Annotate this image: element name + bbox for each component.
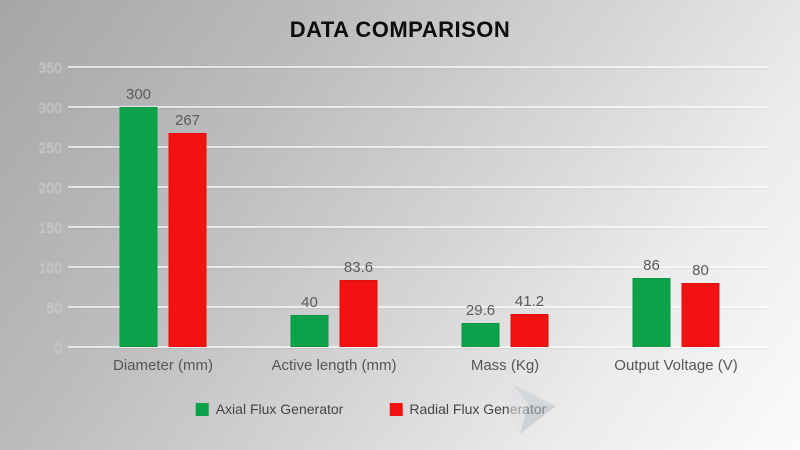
- bar-value-label: 29.6: [465, 302, 496, 320]
- bar: [168, 133, 207, 347]
- category-label: Mass (Kg): [470, 357, 540, 374]
- gridline: [68, 66, 768, 68]
- gridline: [68, 346, 768, 348]
- bar: [290, 315, 329, 347]
- bar-value-label: 267: [174, 112, 201, 130]
- y-axis: 0 50 100 150 200 250 300 350: [0, 59, 62, 355]
- gridline: [68, 226, 768, 228]
- y-tick-label: 150: [38, 219, 62, 235]
- gridline: [68, 186, 768, 188]
- y-tick-label: 50: [46, 299, 62, 315]
- y-tick-label: 100: [38, 259, 62, 275]
- bar-value-label: 40: [301, 294, 318, 311]
- bar-group: 40 83.6: [290, 259, 378, 347]
- bar: [461, 323, 500, 347]
- chart-title: DATA COMPARISON: [289, 17, 511, 42]
- bar-wrapper: 83.6: [339, 259, 378, 347]
- y-tick-label: 0: [54, 339, 62, 355]
- y-tick-label: 300: [38, 99, 62, 115]
- legend-label-radial: Radial Flux Generator: [409, 401, 547, 417]
- bar: [119, 107, 158, 347]
- bar-value-label: 300: [125, 86, 152, 103]
- legend-item-axial: Axial Flux Generator: [195, 401, 344, 417]
- bar-wrapper: 86: [632, 257, 671, 347]
- bar: [510, 314, 549, 347]
- legend-label-axial: Axial Flux Generator: [215, 401, 344, 417]
- bar-group: 29.6 41.2: [461, 293, 549, 347]
- bar: [339, 280, 378, 347]
- category-label: Output Voltage (V): [614, 357, 738, 374]
- category-label: Active length (mm): [271, 357, 397, 374]
- gridline: [68, 306, 768, 308]
- gridline: [68, 146, 768, 148]
- bar-value-label: 41.2: [514, 293, 545, 311]
- bar-wrapper: 80: [681, 262, 720, 347]
- bar-wrapper: 29.6: [461, 302, 500, 347]
- bar: [681, 283, 720, 347]
- bar-value-label: 80: [692, 262, 709, 279]
- bar-wrapper: 300: [119, 86, 158, 347]
- plot-area: 300 267 40 83.6 29.6 41.2 86 80: [68, 66, 768, 348]
- legend-swatch-axial-icon: [195, 402, 209, 416]
- y-tick-label: 200: [38, 179, 62, 195]
- gridline: [68, 266, 768, 268]
- bar-value-label: 83.6: [343, 259, 374, 277]
- x-axis: Diameter (mm) Active length (mm) Mass (Kg)…: [68, 357, 768, 379]
- legend-swatch-radial-icon: [389, 402, 403, 416]
- bar: [632, 278, 671, 347]
- bar-wrapper: 267: [168, 112, 207, 347]
- bar-group: 86 80: [632, 257, 720, 347]
- y-tick-label: 350: [38, 59, 62, 75]
- bar-value-label: 86: [643, 257, 660, 275]
- legend: Axial Flux Generator Radial Flux Generat…: [195, 401, 546, 417]
- bar-wrapper: 40: [290, 294, 329, 347]
- y-tick-label: 250: [38, 139, 62, 155]
- legend-item-radial: Radial Flux Generator: [389, 401, 546, 417]
- bar-wrapper: 41.2: [510, 293, 549, 347]
- category-label: Diameter (mm): [113, 357, 213, 374]
- bar-group: 300 267: [119, 86, 207, 347]
- gridline: [68, 106, 768, 108]
